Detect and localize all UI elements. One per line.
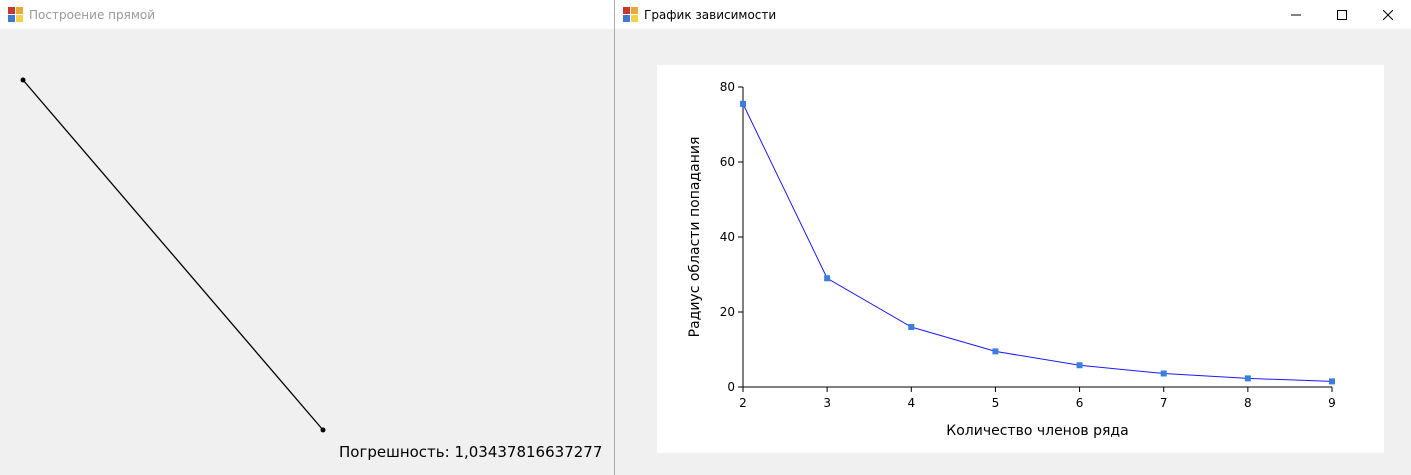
close-button[interactable] xyxy=(1365,0,1411,29)
y-tick-label: 20 xyxy=(720,305,735,319)
right-titlebar[interactable]: График зависимости xyxy=(615,0,1411,29)
error-label: Погрешность: 1,03437816637277 xyxy=(339,443,603,461)
x-ticks: 2 3 4 5 6 7 8 9 xyxy=(739,387,1336,410)
caption-buttons xyxy=(1273,0,1411,29)
x-tick-label: 4 xyxy=(907,396,915,410)
x-tick-label: 2 xyxy=(739,396,747,410)
series-group xyxy=(740,100,1335,385)
line-end-point xyxy=(320,427,326,433)
right-window-title: График зависимости xyxy=(644,7,777,22)
line-chart: 0 20 40 60 80 2 3 4 5 6 7 8 9 Количество членов ряд… xyxy=(687,80,1336,439)
minimize-icon xyxy=(1291,14,1301,15)
y-tick-label: 0 xyxy=(727,380,735,394)
minimize-button[interactable] xyxy=(1273,0,1319,29)
data-point xyxy=(824,275,831,282)
left-titlebar[interactable]: Построение прямой xyxy=(0,0,614,29)
drawn-line xyxy=(22,79,324,431)
line-start-point xyxy=(20,77,26,83)
chart-panel: 0 20 40 60 80 2 3 4 5 6 7 8 9 Количество членов ряд… xyxy=(657,65,1384,453)
series-line xyxy=(742,103,1333,382)
app-icon xyxy=(623,6,639,23)
data-point xyxy=(992,348,999,355)
drawing-svg xyxy=(20,77,326,433)
x-tick-label: 3 xyxy=(823,396,831,410)
x-tick-label: 5 xyxy=(992,396,1000,410)
y-ticks: 0 20 40 60 80 xyxy=(720,80,743,394)
x-axis-title: Количество членов ряда xyxy=(946,423,1128,439)
dependency-chart-window: График зависимости 0 20 40 60 80 2 3 4 5 6 7 8 9 Ко… xyxy=(614,0,1411,475)
left-window-title: Построение прямой xyxy=(29,7,156,22)
y-axis-title: Радиус области попадания xyxy=(687,137,703,338)
line-drawing-window: Построение прямой Погрешность: 1,0343781… xyxy=(0,0,614,475)
data-point xyxy=(740,100,746,107)
x-tick-label: 7 xyxy=(1160,396,1168,410)
data-point xyxy=(908,324,915,330)
app-icon xyxy=(8,6,24,23)
x-tick-label: 9 xyxy=(1328,396,1336,410)
y-tick-label: 60 xyxy=(720,155,735,169)
x-tick-label: 6 xyxy=(1076,396,1084,410)
data-point xyxy=(1076,362,1083,369)
maximize-button[interactable] xyxy=(1319,0,1365,29)
data-point xyxy=(1160,370,1167,377)
drawing-canvas[interactable] xyxy=(0,29,614,475)
x-tick-label: 8 xyxy=(1244,396,1252,410)
data-point xyxy=(1329,378,1335,385)
close-icon xyxy=(1383,9,1393,20)
y-tick-label: 40 xyxy=(720,230,735,244)
y-tick-label: 80 xyxy=(720,80,735,94)
data-point xyxy=(1244,375,1251,382)
maximize-icon xyxy=(1337,9,1347,20)
